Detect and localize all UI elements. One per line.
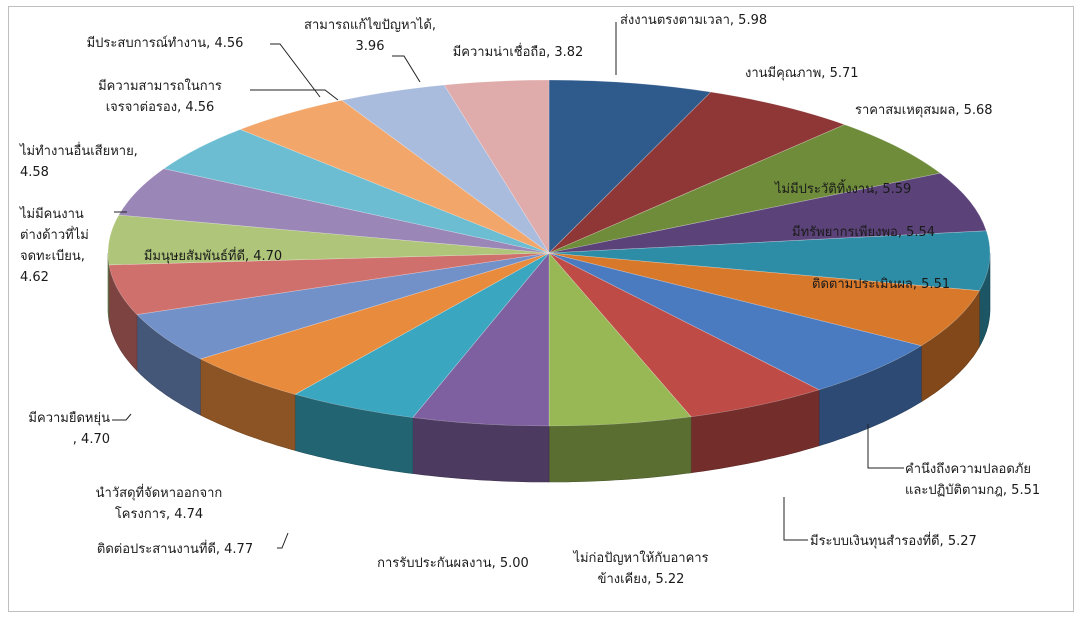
data-label: คำนึงถึงความปลอดภัยและปฏิบัติตามกฎ, 5.51 [905,462,1040,498]
pie-slice [341,84,550,254]
data-label-line: 4.58 [20,165,49,180]
leader-line [250,89,339,101]
data-label-line: ติดตามประเมินผล, 5.51 [812,277,950,292]
pie-sides [107,253,991,483]
data-label-line: โครงการ, 4.74 [115,506,203,522]
pie-slice [548,252,820,418]
pie-slice [548,252,980,347]
data-label: การรับประกันผลงาน, 5.00 [377,556,529,571]
data-label-line: มีความยืดหยุ่น [28,410,110,426]
data-label: ไม่มีประวัติทิ้งงาน, 5.59 [774,179,911,197]
data-label-line: และปฏิบัติตามกฎ, 5.51 [905,483,1040,498]
data-label-line: คำนึงถึงความปลอดภัย [905,462,1031,477]
pie-slice [294,252,550,418]
data-label-line: ข้างเคียง, 5.22 [598,571,685,587]
data-label: ไม่ทำงานอื่นเสียหาย, 4.58 [19,142,138,180]
pie-slice [548,172,987,254]
data-label-line: ติดต่อประสานงานที่ดี, 4.77 [97,540,253,557]
pie-slice-side [412,417,550,483]
leader-line [867,424,904,469]
data-label: มีประสบการณ์ทำงาน, 4.56 [87,35,244,51]
pie-slice [412,252,550,427]
data-label: งานมีคุณภาพ, 5.71 [745,65,859,81]
pie-slice [548,124,941,254]
data-label-line: มีมนุษยสัมพันธ์ที่ดี, 4.70 [144,247,282,264]
data-label-line: ส่งงานตรงตามเวลา, 5.98 [620,13,767,28]
pie-slice [548,252,692,427]
data-label-line: ไม่ก่อปัญหาให้กับอาคาร [572,550,708,566]
leader-line [392,55,421,83]
data-label: สามารถแก้ไขปัญหาได้, 3.96 [304,17,436,54]
data-label-line: มีระบบเงินทุนสำรองที่ดี, 5.27 [810,532,977,549]
data-label-line: ต่างด้าวที่ไม่ [20,226,89,243]
data-label-line: ราคาสมเหตุสมผล, 5.68 [855,103,993,118]
pie-slice [548,91,846,254]
data-label: ไม่มีคนงานต่างด้าวที่ไม่จดทะเบียน, 4.62 [19,206,89,285]
data-label: ติดตามประเมินผล, 5.51 [812,277,950,292]
pie-slice [548,79,712,254]
pie-slice [199,252,550,395]
data-label-line: เจรจาต่อรอง, 4.56 [106,100,215,115]
pie-slice [107,214,550,266]
data-labels: ส่งงานตรงตามเวลา, 5.98 งานมีคุณภาพ, 5.71 ร… [19,13,1040,587]
data-label: มีมนุษยสัมพันธ์ที่ดี, 4.70 [144,247,282,264]
pie-slice [548,252,923,391]
data-label-line: มีความสามารถในการ [98,78,222,94]
data-label-line: การรับประกันผลงาน, 5.00 [377,556,529,571]
data-label: ส่งงานตรงตามเวลา, 5.98 [620,13,767,28]
data-label: นำวัสดุที่จัดหาออกจากโครงการ, 4.74 [96,484,223,522]
data-label: มีระบบเงินทุนสำรองที่ดี, 5.27 [810,532,977,549]
leader-line [270,43,321,98]
data-label: ติดต่อประสานงานที่ดี, 4.77 [97,540,253,557]
pie-slice [118,168,550,254]
data-label: มีทรัพยากรเพียงพอ, 5.54 [792,224,935,240]
data-label: ราคาสมเหตุสมผล, 5.68 [855,103,993,118]
pie-tops [107,79,991,427]
data-label-line: มีประสบการณ์ทำงาน, 4.56 [87,35,244,51]
data-label-line: ไม่ทำงานอื่นเสียหาย, [19,142,138,159]
leader-line [277,532,289,549]
pie-slice [136,252,550,360]
data-label-line: 3.96 [356,39,385,54]
leader-line [783,497,808,541]
leader-lines [112,22,904,549]
data-label: ไม่ก่อปัญหาให้กับอาคารข้างเคียง, 5.22 [572,550,708,587]
data-label-line: , 4.70 [73,432,110,447]
pie-slice [239,99,550,254]
pie-slice [443,79,550,255]
pie-slice [108,252,550,315]
pie-slice [548,230,991,291]
data-label-line: มีความน่าเชื่อถือ, 3.82 [453,43,584,60]
data-label-line: จดทะเบียน, [20,248,85,264]
data-label: มีความสามารถในการเจรจาต่อรอง, 4.56 [98,78,222,115]
data-label-line: งานมีคุณภาพ, 5.71 [745,65,859,81]
data-label-line: 4.62 [20,270,49,285]
pie-slice-side [548,416,692,483]
data-label: มีความน่าเชื่อถือ, 3.82 [453,43,584,60]
data-label-line: สามารถแก้ไขปัญหาได้, [304,17,436,33]
pie-slice [163,129,550,254]
data-label-line: มีทรัพยากรเพียงพอ, 5.54 [792,224,935,240]
data-label-line: ไม่มีคนงาน [19,206,84,222]
data-label-line: ไม่มีประวัติทิ้งงาน, 5.59 [774,179,911,197]
leader-line [112,413,132,421]
data-label: มีความยืดหยุ่น , 4.70 [28,410,110,447]
data-label-line: นำวัสดุที่จัดหาออกจาก [96,484,223,501]
